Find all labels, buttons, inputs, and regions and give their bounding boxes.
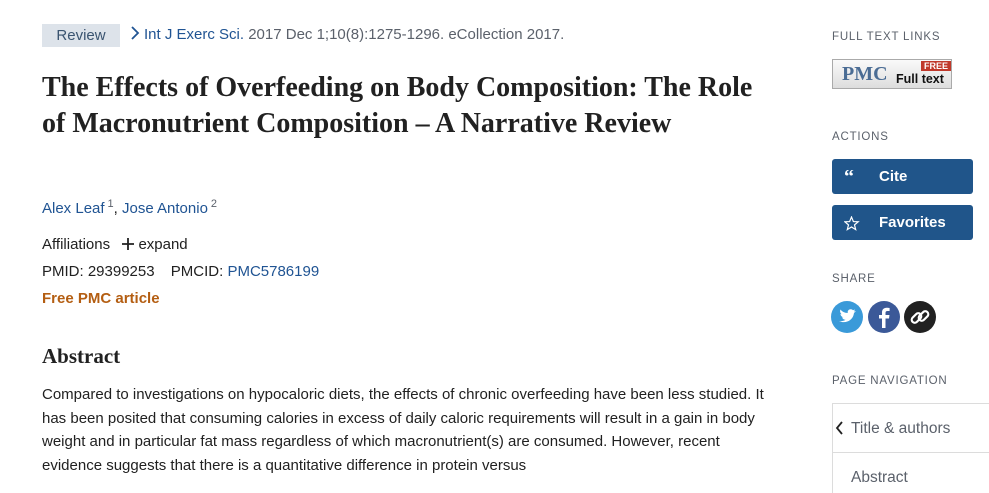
affiliation-number[interactable]: 2 [210,198,218,210]
chevron-icon [131,26,140,40]
author-link[interactable]: Alex Leaf [42,200,105,217]
nav-label: Abstract [851,469,908,486]
affiliations-label: Affiliations [42,236,111,253]
nav-item[interactable]: Title & authors [832,404,989,453]
share-icons [831,301,936,333]
identifiers: PMID: 29399253 PMCID: PMC5786199 [42,263,319,280]
affiliation-number[interactable]: 1 [107,198,114,210]
separator: , [113,200,118,217]
chevron-icon [835,421,843,435]
copy-link-share[interactable] [904,301,936,333]
favorites-button[interactable]: Favorites [832,205,973,240]
affiliations-row: Affiliations expand [42,236,188,253]
expand-label: expand [138,236,188,253]
abstract-heading: Abstract [42,344,121,368]
article-type-badge: Review [42,24,120,47]
pmc-logo: PMC [842,63,888,85]
pmid-label: PMID: [42,263,84,280]
free-tag: FREE [921,61,952,71]
author-link[interactable]: Jose Antonio [122,200,208,217]
star-icon [844,216,860,231]
journal-link[interactable]: Int J Exerc Sci. [144,26,245,43]
section-label: FULL TEXT LINKS [832,31,941,43]
pmcid-link[interactable]: PMC5786199 [227,263,320,280]
twitter-share[interactable] [831,301,863,333]
facebook-share[interactable] [868,301,900,333]
nav-label: Title & authors [851,420,951,437]
svg-text:“: “ [844,170,854,182]
nav-divider [832,403,989,404]
section-label: SHARE [832,273,876,285]
citation: Int J Exerc Sci. 2017 Dec 1;10(8):1275-1… [130,26,564,43]
button-label: Favorites [879,214,946,231]
section-label: ACTIONS [832,131,889,143]
pmcid-label: PMCID: [170,263,224,280]
full-text-label: Full text [896,72,944,86]
expand-toggle[interactable]: expand [122,236,188,253]
free-article: Free PMC article [42,290,160,307]
article-title: The Effects of Overfeeding on Body Compo… [42,72,753,139]
author-list: Alex Leaf 1, Jose Antonio 2 [42,198,217,217]
pmc-full-text-link[interactable]: PMC FREE Full text [832,59,952,89]
button-label: Cite [879,168,908,185]
quote-icon: “ [844,170,854,182]
abstract-text: Compared to investigations on hypocalori… [42,386,764,474]
citation-details: 2017 Dec 1;10(8):1275-1296. eCollection … [248,26,565,43]
nav-item[interactable]: Abstract [832,453,989,493]
pmid: 29399253 [87,263,155,280]
cite-button[interactable]: “ Cite [832,159,973,194]
section-label: PAGE NAVIGATION [832,375,948,387]
plus-icon [122,238,135,250]
